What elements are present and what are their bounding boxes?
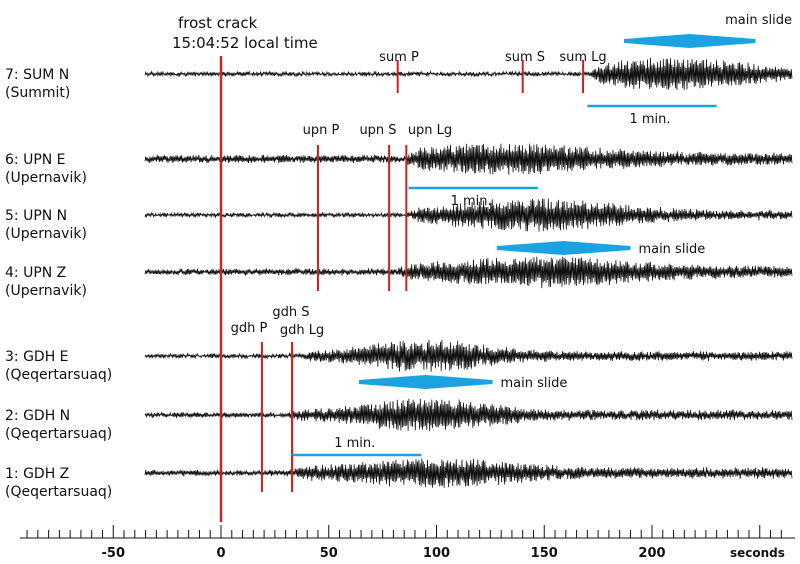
waveform-trace xyxy=(144,143,793,175)
phase-pick-label: upn S xyxy=(359,123,396,138)
x-tick-label: 100 xyxy=(423,546,450,561)
waveform-trace xyxy=(144,256,793,289)
x-axis-label: seconds xyxy=(730,546,785,560)
phase-pick-label: gdh Lg xyxy=(280,323,324,338)
waveform-trace xyxy=(144,398,793,432)
main-slide-marker xyxy=(623,34,756,48)
waveform-trace xyxy=(144,458,793,488)
traces-layer xyxy=(144,57,793,488)
scale-bar-label: 1 min. xyxy=(334,436,375,451)
trace-label: 7: SUM N xyxy=(5,67,69,83)
event-label: frost crack xyxy=(178,14,258,32)
phase-pick-label: upn Lg xyxy=(408,123,452,138)
main-slide-label: main slide xyxy=(638,242,705,257)
scale-bar-label: 1 min. xyxy=(451,194,492,209)
station-label: (Upernavik) xyxy=(5,283,87,299)
trace-label: 2: GDH N xyxy=(5,408,70,424)
overlay-layer xyxy=(219,34,756,522)
labels-layer: 7: SUM N (Summit) 6: UPN E (Upernavik) 5: UP… xyxy=(5,13,792,500)
trace-label: 3: GDH E xyxy=(5,349,69,365)
station-label: (Qeqertarsuaq) xyxy=(5,484,112,500)
phase-pick-label: upn P xyxy=(303,123,340,138)
x-tick-label: 0 xyxy=(216,546,225,561)
trace-label: 5: UPN N xyxy=(5,208,67,224)
waveform-trace xyxy=(144,57,793,91)
station-label: (Upernavik) xyxy=(5,226,87,242)
station-label: (Qeqertarsuaq) xyxy=(5,367,112,383)
main-slide-label: main slide xyxy=(725,13,792,28)
trace-label: 1: GDH Z xyxy=(5,466,69,482)
x-tick-label: 50 xyxy=(320,546,338,561)
station-label: (Summit) xyxy=(5,85,70,101)
main-slide-label: main slide xyxy=(501,376,568,391)
phase-pick-label: sum P xyxy=(379,50,419,65)
waveform-trace xyxy=(144,198,793,232)
station-label: (Upernavik) xyxy=(5,170,87,186)
phase-pick-label: gdh S xyxy=(272,305,309,320)
x-axis: -50 0 50 100 150 200 seconds xyxy=(20,525,795,561)
phase-pick-label: sum Lg xyxy=(559,50,606,65)
station-label: (Qeqertarsuaq) xyxy=(5,426,112,442)
waveform-trace xyxy=(144,339,793,372)
phase-pick-label: gdh P xyxy=(231,321,268,336)
main-slide-marker xyxy=(358,375,493,389)
scale-bar-label: 1 min. xyxy=(629,112,670,127)
trace-label: 6: UPN E xyxy=(5,152,66,168)
event-time-label: 15:04:52 local time xyxy=(172,34,318,52)
trace-label: 4: UPN Z xyxy=(5,265,66,281)
main-slide-marker xyxy=(496,241,631,255)
x-tick-label: 150 xyxy=(531,546,558,561)
phase-pick-label: sum S xyxy=(505,50,545,65)
x-tick-label: -50 xyxy=(102,546,126,561)
x-tick-label: 200 xyxy=(638,546,665,561)
